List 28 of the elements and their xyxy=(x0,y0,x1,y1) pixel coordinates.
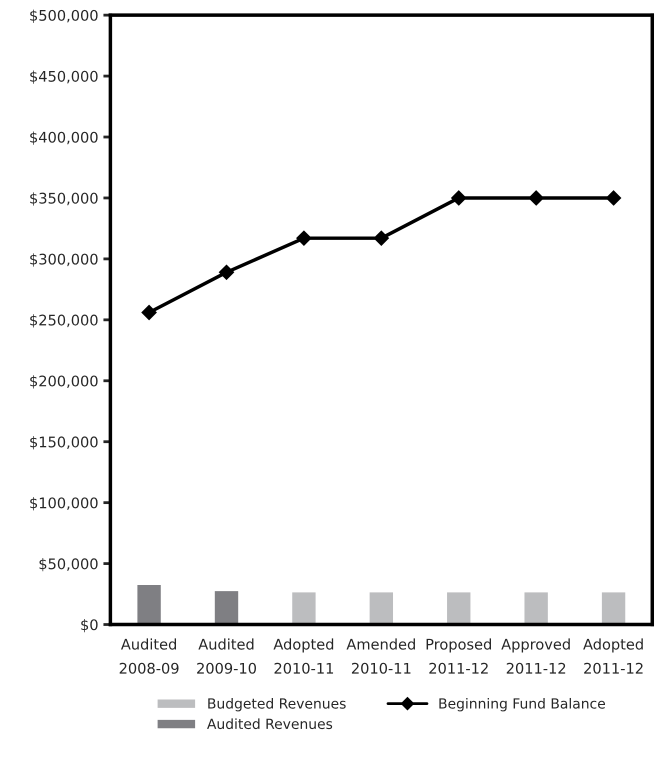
y-tick-label: $500,000 xyxy=(30,10,98,23)
legend-label: Budgeted Revenues xyxy=(208,698,346,712)
y-tick-label: $0 xyxy=(81,618,98,632)
y-tick-label: $350,000 xyxy=(30,192,98,206)
point xyxy=(451,190,466,206)
legend-label: Beginning Fund Balance xyxy=(439,698,605,712)
y-tick-label: $400,000 xyxy=(30,131,98,145)
point xyxy=(606,190,622,206)
x-tick-label: Adopted 2011-12 xyxy=(583,638,643,674)
x-tick-label: Proposed 2011-12 xyxy=(426,638,491,674)
point xyxy=(528,190,544,206)
y-tick-label: $300,000 xyxy=(30,253,98,267)
y-tick-label: $200,000 xyxy=(30,375,98,388)
x-tick-label: Audited 2008-09 xyxy=(120,638,179,674)
x-tick-label: Amended 2010-11 xyxy=(346,638,415,674)
legend-label: Audited Revenues xyxy=(207,718,332,730)
y-tick-label: $250,000 xyxy=(30,314,98,328)
x-tick-label: Approved 2011-12 xyxy=(501,638,570,674)
y-tick-label: $100,000 xyxy=(30,497,98,510)
point xyxy=(374,230,389,246)
y-tick-label: $450,000 xyxy=(30,70,98,84)
point xyxy=(296,230,312,246)
x-tick-label: Audited 2009-10 xyxy=(197,638,256,674)
point xyxy=(142,304,157,320)
point xyxy=(218,264,234,280)
y-tick-label: $50,000 xyxy=(39,558,98,572)
y-tick-label: $150,000 xyxy=(30,436,98,450)
x-tick-label: Adopted 2010-11 xyxy=(273,638,334,674)
